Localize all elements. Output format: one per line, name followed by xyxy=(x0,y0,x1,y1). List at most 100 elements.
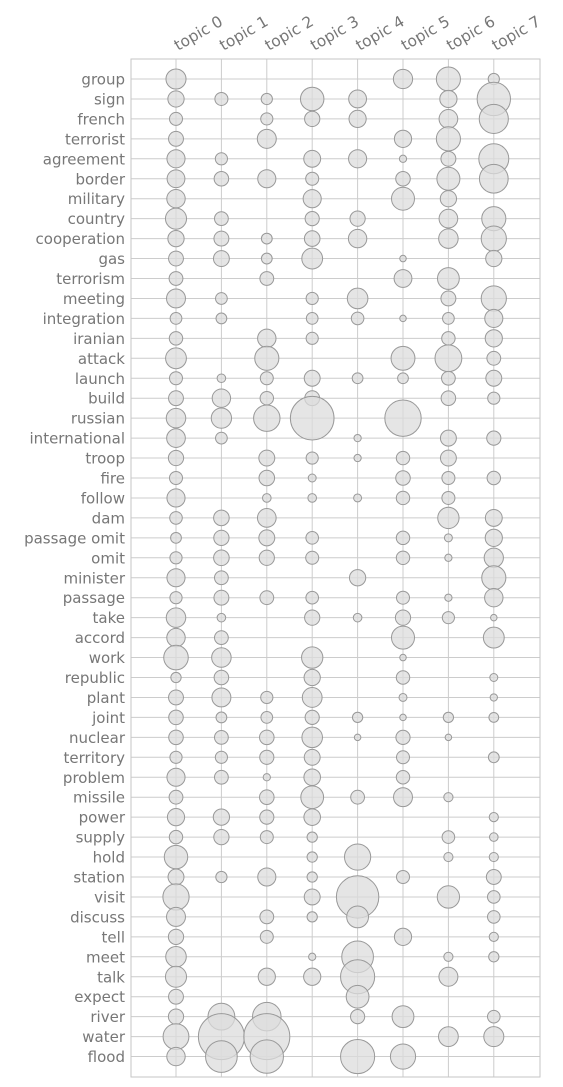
bubble-country-topic-4 xyxy=(350,211,365,226)
bubble-passage-topic-1 xyxy=(214,590,229,605)
bubble-border-topic-5 xyxy=(396,171,411,186)
bubble-meeting-topic-1 xyxy=(216,293,228,305)
bubble-border-topic-1 xyxy=(214,171,229,186)
bubble-gas-topic-2 xyxy=(261,253,272,264)
bubble-french-topic-6 xyxy=(439,110,458,129)
bubble-meeting-topic-0 xyxy=(167,289,186,308)
bubble-international-topic-7 xyxy=(487,431,501,445)
bubble-dam-topic-2 xyxy=(257,509,276,528)
bubble-station-topic-5 xyxy=(396,870,409,883)
bubble-station-topic-7 xyxy=(486,870,501,885)
bubble-take-topic-1 xyxy=(217,613,226,622)
bubble-agreement-topic-3 xyxy=(304,150,321,167)
bubble-integration-topic-0 xyxy=(170,313,182,325)
bubbles xyxy=(163,67,511,1074)
bubble-cooperation-topic-3 xyxy=(304,231,320,247)
bubble-omit-topic-5 xyxy=(396,551,409,564)
bubble-station-topic-3 xyxy=(307,872,317,882)
bubble-river-topic-5 xyxy=(392,1006,414,1028)
bubble-terrorism-topic-2 xyxy=(260,272,274,286)
topic-label-topic-1: topic 1 xyxy=(216,12,271,54)
bubble-terrorism-topic-6 xyxy=(437,268,459,290)
bubble-plant-topic-2 xyxy=(261,691,273,703)
bubble-territory-topic-5 xyxy=(396,751,409,764)
word-label-cooperation: cooperation xyxy=(36,230,125,248)
bubble-fire-topic-3 xyxy=(308,474,316,482)
word-label-work: work xyxy=(89,649,126,667)
bubble-meeting-topic-6 xyxy=(441,291,456,306)
bubble-minister-topic-4 xyxy=(349,570,365,586)
bubble-passage-omit-topic-6 xyxy=(444,534,452,542)
bubble-french-topic-7 xyxy=(479,104,508,133)
bubble-launch-topic-1 xyxy=(217,374,226,383)
bubble-talk-topic-0 xyxy=(165,966,186,987)
bubble-discuss-topic-7 xyxy=(488,911,501,924)
bubble-passage-omit-topic-0 xyxy=(171,532,182,543)
word-label-agreement: agreement xyxy=(43,150,125,168)
bubble-fire-topic-2 xyxy=(259,470,275,486)
bubble-expect-topic-4 xyxy=(346,985,369,1008)
bubble-agreement-topic-0 xyxy=(167,150,185,168)
topic-label-topic-6: topic 6 xyxy=(443,12,498,54)
bubble-missile-topic-6 xyxy=(444,793,453,802)
word-label-meet: meet xyxy=(86,948,125,966)
bubble-meet-topic-7 xyxy=(489,952,499,962)
bubble-meet-topic-3 xyxy=(309,953,316,960)
bubble-fire-topic-0 xyxy=(169,471,182,484)
bubble-terrorism-topic-5 xyxy=(394,270,412,288)
bubble-build-topic-6 xyxy=(441,391,456,406)
word-label-expect: expect xyxy=(74,988,125,1006)
word-label-power: power xyxy=(79,809,126,827)
bubble-work-topic-0 xyxy=(164,645,189,670)
bubble-russian-topic-2 xyxy=(254,405,280,431)
bubble-iranian-topic-0 xyxy=(169,332,182,345)
bubble-water-topic-6 xyxy=(439,1027,459,1047)
bubble-iranian-topic-3 xyxy=(306,332,318,344)
bubble-french-topic-4 xyxy=(349,110,366,127)
bubble-passage-topic-0 xyxy=(170,592,182,604)
bubble-agreement-topic-4 xyxy=(349,150,367,168)
bubble-fire-topic-7 xyxy=(487,471,500,484)
bubble-hold-topic-7 xyxy=(489,852,498,861)
bubble-nuclear-topic-2 xyxy=(260,730,275,745)
bubble-nuclear-topic-5 xyxy=(396,730,410,744)
bubble-joint-topic-7 xyxy=(489,713,499,723)
bubble-water-topic-7 xyxy=(484,1027,504,1047)
bubble-meet-topic-6 xyxy=(444,952,453,961)
bubble-hold-topic-4 xyxy=(344,844,370,870)
bubble-follow-topic-6 xyxy=(442,491,455,504)
topic-label-topic-4: topic 4 xyxy=(353,12,408,54)
bubble-visit-topic-7 xyxy=(488,891,501,904)
bubble-gas-topic-3 xyxy=(302,248,323,269)
bubble-visit-topic-6 xyxy=(437,886,459,908)
bubble-build-topic-1 xyxy=(212,389,230,407)
bubble-take-topic-4 xyxy=(353,613,362,622)
bubble-terrorism-topic-0 xyxy=(169,272,183,286)
bubble-tell-topic-7 xyxy=(489,932,498,941)
bubble-river-topic-0 xyxy=(168,1009,183,1024)
bubble-omit-topic-7 xyxy=(484,548,503,567)
bubble-integration-topic-3 xyxy=(306,313,318,325)
bubble-troop-topic-5 xyxy=(396,451,409,464)
topic-label-topic-7: topic 7 xyxy=(489,12,544,54)
bubble-follow-topic-4 xyxy=(354,494,362,502)
bubble-missile-topic-4 xyxy=(351,790,365,804)
bubble-problem-topic-2 xyxy=(263,774,270,781)
bubble-attack-topic-2 xyxy=(255,346,279,370)
bubble-joint-topic-1 xyxy=(216,712,227,723)
bubble-dam-topic-0 xyxy=(170,512,183,525)
bubble-meeting-topic-4 xyxy=(347,288,368,309)
bubble-expect-topic-0 xyxy=(169,989,184,1004)
bubble-international-topic-1 xyxy=(216,432,228,444)
bubble-supply-topic-7 xyxy=(489,833,498,842)
bubble-international-topic-4 xyxy=(354,434,361,441)
bubble-integration-topic-4 xyxy=(351,312,364,325)
bubble-fire-topic-5 xyxy=(396,471,411,486)
bubble-passage-topic-6 xyxy=(445,594,452,601)
bubble-talk-topic-3 xyxy=(304,968,321,985)
word-label-plant: plant xyxy=(87,689,125,707)
bubble-cooperation-topic-7 xyxy=(481,226,506,251)
bubble-sign-topic-6 xyxy=(440,90,457,107)
bubble-take-topic-0 xyxy=(166,608,186,628)
